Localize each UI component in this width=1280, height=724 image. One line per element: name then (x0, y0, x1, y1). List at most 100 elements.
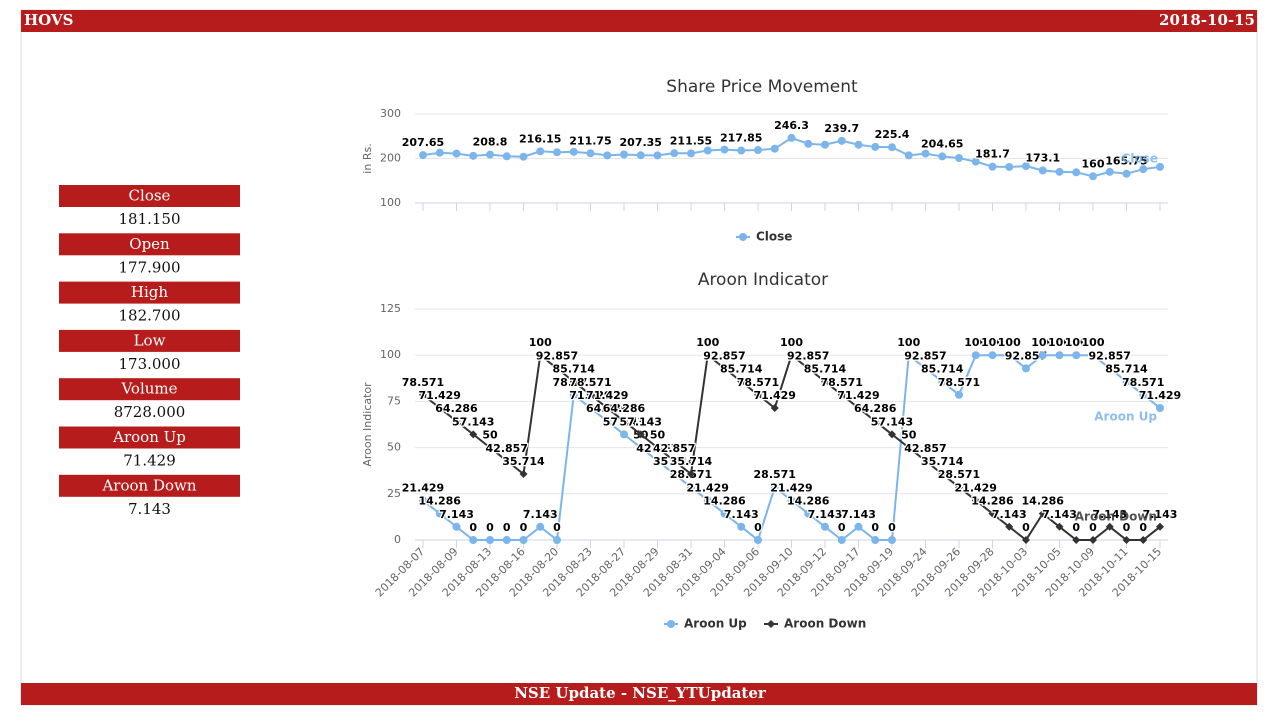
data-point (620, 430, 628, 439)
data-label: 100 (780, 336, 803, 349)
data-label: 35.714 (502, 455, 545, 468)
data-label: 7.143 (724, 508, 759, 521)
data-label: 7.143 (1042, 508, 1077, 521)
data-point (837, 536, 846, 544)
stat-value: 182.700 (118, 307, 180, 325)
data-label: 21.429 (687, 481, 729, 494)
data-point (888, 143, 896, 152)
data-point (955, 483, 963, 492)
data-label: 181.7 (975, 148, 1010, 161)
data-point (1139, 390, 1148, 399)
data-point (938, 470, 947, 479)
data-point (1122, 377, 1131, 386)
data-label: 21.429 (770, 481, 812, 494)
data-label: 85.714 (553, 363, 596, 376)
data-label: 92.857 (536, 349, 578, 362)
legend-marker (767, 620, 775, 628)
card (20, 9, 1258, 706)
data-point (988, 351, 997, 360)
data-point (770, 483, 779, 492)
data-point (486, 150, 494, 159)
data-point (687, 470, 695, 479)
data-label: 204.65 (921, 137, 963, 150)
stat-value: 173.000 (118, 355, 180, 373)
data-point (687, 149, 695, 158)
data-point (1055, 351, 1064, 360)
data-point (921, 364, 930, 373)
data-point (553, 364, 561, 373)
data-label: 92.857 (1089, 349, 1131, 362)
data-label: 14.286 (1022, 495, 1065, 508)
data-point (419, 390, 427, 399)
legend-label: Aroon Up (684, 617, 747, 631)
data-label: 0 (503, 521, 511, 534)
data-label: 35.714 (921, 455, 964, 468)
data-label: 100 (1048, 336, 1071, 349)
data-label: 7.143 (523, 508, 558, 521)
legend-marker (667, 620, 675, 628)
data-point (804, 509, 813, 518)
data-point (1156, 522, 1164, 531)
data-label: 50 (650, 429, 666, 442)
data-label: 57.143 (620, 415, 662, 428)
data-label: 100 (964, 336, 987, 349)
data-label: 85.714 (720, 363, 763, 376)
stat-label: Close (129, 187, 171, 205)
stat-label-box (59, 329, 240, 352)
data-point (904, 443, 913, 452)
data-label: 216.15 (519, 132, 561, 145)
data-label: 0 (520, 521, 528, 534)
data-point (653, 151, 662, 160)
data-label: 7.143 (439, 508, 474, 521)
data-label: 14.286 (787, 495, 830, 508)
data-point (971, 496, 980, 505)
symbol: HOVS (24, 11, 73, 29)
data-label: 100 (1031, 336, 1054, 349)
data-label: 92.857 (1005, 349, 1047, 362)
data-label: 0 (888, 521, 896, 534)
stat-value: 181.150 (118, 210, 180, 228)
data-point (1055, 522, 1064, 531)
stat-value: 71.429 (123, 452, 176, 470)
data-point (821, 522, 829, 531)
y-tick-label: 75 (387, 394, 401, 407)
data-point (1156, 162, 1164, 171)
data-label: 78.571 (737, 376, 779, 389)
data-label: 71.429 (586, 389, 628, 402)
data-point (1105, 364, 1114, 373)
data-point (653, 443, 662, 452)
data-label: 28.571 (754, 468, 796, 481)
data-label: 0 (838, 521, 846, 534)
y-tick-label: 50 (387, 441, 401, 454)
data-point (653, 456, 662, 465)
data-point (603, 403, 612, 412)
data-point (904, 351, 913, 360)
data-point (469, 430, 478, 439)
data-point (871, 142, 880, 151)
data-label: 71.429 (754, 389, 796, 402)
data-point (720, 509, 729, 518)
data-point (620, 150, 628, 159)
data-point (703, 146, 712, 155)
y-tick-label: 0 (394, 533, 401, 546)
data-point (435, 403, 444, 412)
data-point (419, 496, 427, 505)
data-label: 42.857 (653, 442, 695, 455)
data-label: 0 (1022, 521, 1030, 534)
stat-value: 177.900 (118, 258, 180, 276)
data-label: 100 (696, 336, 719, 349)
data-point (1089, 351, 1097, 360)
data-label: 165.75 (1105, 155, 1147, 168)
stat-label-box (59, 378, 240, 401)
data-label: 7.143 (1092, 508, 1127, 521)
data-label: 0 (469, 521, 477, 534)
data-label: 57.143 (452, 415, 494, 428)
data-point (1122, 169, 1131, 178)
data-label: 0 (553, 521, 561, 534)
data-point (569, 147, 578, 156)
data-label: 71.429 (837, 389, 879, 402)
data-label: 160 (1082, 157, 1105, 170)
data-point (754, 390, 762, 399)
data-label: 0 (1123, 521, 1131, 534)
